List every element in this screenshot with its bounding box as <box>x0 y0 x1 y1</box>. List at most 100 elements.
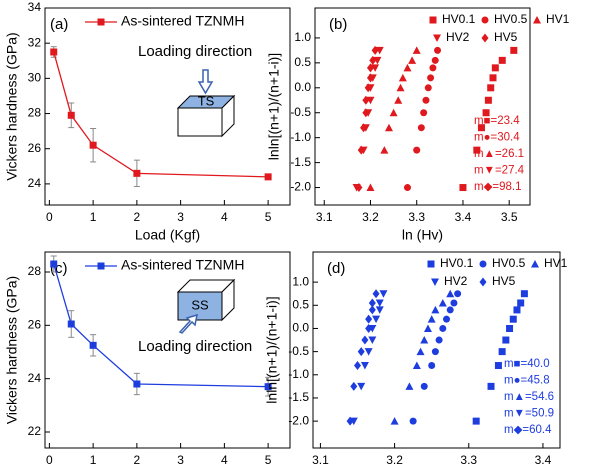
marker <box>379 290 388 298</box>
plot-frame <box>312 251 561 449</box>
marker <box>489 74 497 82</box>
marker <box>366 96 375 105</box>
legend-marker <box>431 278 439 286</box>
annotation: m●=45.8 <box>504 375 550 387</box>
marker <box>429 64 437 72</box>
marker <box>372 289 380 299</box>
marker <box>394 96 403 104</box>
plot-frame <box>314 7 531 206</box>
marker <box>491 64 499 72</box>
annotation: m●=30.4 <box>474 132 520 144</box>
marker <box>50 48 58 56</box>
x-tick-label: 3.3 <box>408 210 425 224</box>
x-tick-label: 3.1 <box>316 210 333 224</box>
legend-marker <box>481 16 489 24</box>
plot-frame <box>44 251 291 449</box>
marker <box>498 348 506 356</box>
marker <box>354 361 362 371</box>
marker <box>477 124 485 132</box>
x-axis-title: Load (Kgf) <box>135 227 200 243</box>
series-line <box>53 51 269 178</box>
y-axis-title: Vickers hardness (GPa) <box>4 276 20 424</box>
x-tick-label: 3 <box>177 453 184 467</box>
annotation: Loading direction <box>138 338 252 355</box>
marker <box>446 289 455 298</box>
marker <box>438 298 447 307</box>
box-label: SS <box>191 297 209 312</box>
marker <box>346 416 354 426</box>
marker <box>384 123 393 132</box>
annotation: m■=23.4 <box>474 115 520 127</box>
marker <box>459 184 467 192</box>
marker <box>371 64 380 72</box>
marker <box>509 315 517 323</box>
cube-front <box>177 291 223 321</box>
y-tick-label: -1.0 <box>288 367 309 381</box>
x-tick-label: 2 <box>134 210 141 224</box>
plot-frame <box>44 7 291 206</box>
marker <box>431 348 439 356</box>
marker <box>446 306 454 314</box>
legend-marker <box>433 34 441 42</box>
marker <box>502 336 510 344</box>
panel-label: (a) <box>50 16 68 33</box>
x-tick-label: 3.4 <box>535 453 552 467</box>
marker <box>364 348 373 356</box>
y-tick-label: 28 <box>28 106 42 120</box>
x-tick-label: 3.5 <box>501 210 518 224</box>
y-axis-title: lnln[(n+1)/(n+1-i)] <box>266 53 282 160</box>
legend-marker <box>531 260 539 268</box>
marker <box>408 56 417 64</box>
marker <box>506 324 514 332</box>
marker <box>67 111 75 119</box>
annotation: Loading direction <box>138 43 252 60</box>
legend-label: HV5 <box>494 30 518 44</box>
marker <box>472 417 480 425</box>
marker <box>89 141 97 149</box>
marker <box>375 306 384 314</box>
y-tick-label: 30 <box>28 71 42 85</box>
marker <box>482 109 490 117</box>
marker <box>133 380 141 388</box>
y-tick-label: 0.5 <box>292 297 309 311</box>
marker <box>368 298 376 308</box>
marker <box>450 299 458 307</box>
marker <box>372 315 381 324</box>
legend-marker <box>479 277 487 287</box>
marker <box>403 184 411 192</box>
marker <box>380 146 389 154</box>
legend-label: As-sintered TZNMH <box>121 257 244 273</box>
x-tick-label: 3.4 <box>455 210 472 224</box>
marker <box>420 382 428 390</box>
y-tick-label: 32 <box>28 35 42 49</box>
marker <box>375 46 384 55</box>
legend-label: HV5 <box>492 274 516 288</box>
series-line <box>53 263 269 388</box>
marker <box>357 347 365 357</box>
marker <box>89 341 97 349</box>
y-tick-label: -1.5 <box>290 155 311 169</box>
marker <box>443 315 451 323</box>
marker <box>264 383 272 391</box>
marker <box>369 55 377 65</box>
marker <box>396 83 405 92</box>
box-label: TS <box>198 93 215 108</box>
marker <box>412 46 421 54</box>
marker <box>403 63 412 72</box>
marker <box>413 146 421 154</box>
legend-label: HV2 <box>446 30 470 44</box>
annotation: m◆=98.1 <box>474 181 522 193</box>
marker <box>412 361 421 370</box>
x-tick-label: 3 <box>177 210 184 224</box>
x-tick-label: 3.1 <box>312 453 329 467</box>
y-tick-label: 34 <box>28 0 42 14</box>
y-tick-label: 24 <box>28 176 42 190</box>
marker <box>439 324 447 332</box>
marker <box>366 183 375 192</box>
legend-label: As-sintered TZNMH <box>121 13 244 29</box>
legend-label: HV2 <box>444 274 468 288</box>
annotation: m▼=27.4 <box>474 165 525 177</box>
y-axis-title: Vickers hardness (GPa) <box>4 32 20 180</box>
marker <box>405 382 414 390</box>
marker <box>420 109 428 117</box>
